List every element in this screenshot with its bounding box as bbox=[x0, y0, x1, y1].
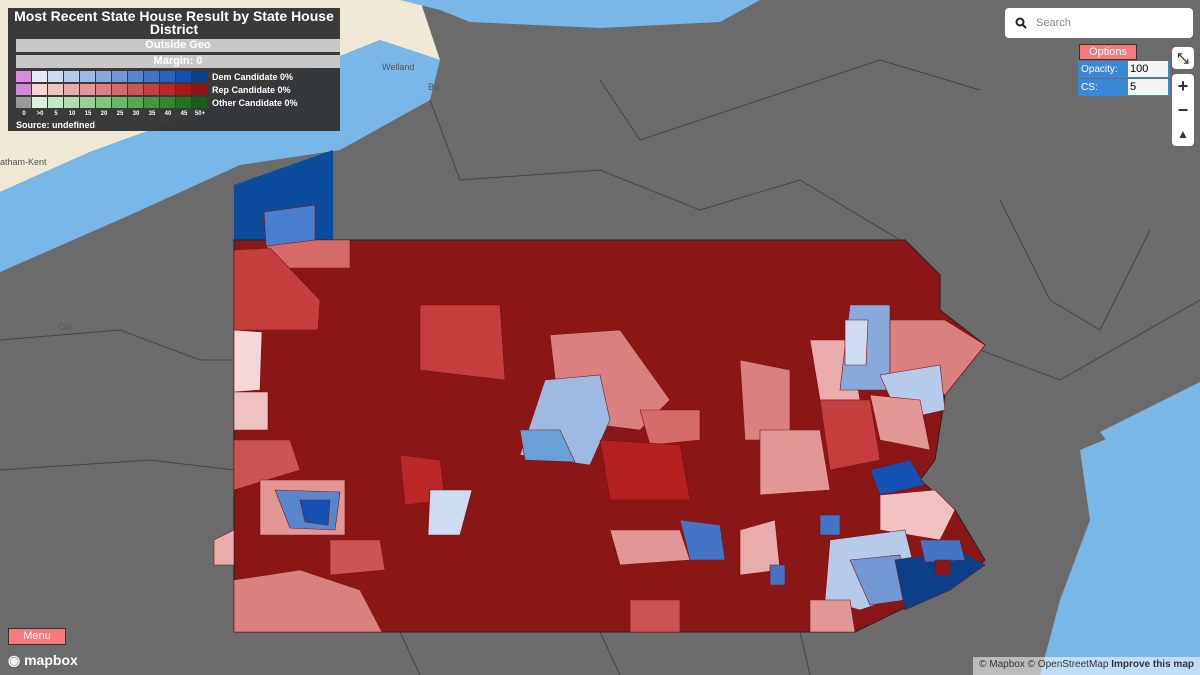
cs-label: CS: bbox=[1081, 82, 1098, 93]
scale-label: 45 bbox=[180, 111, 188, 117]
search-box[interactable]: Search bbox=[1005, 8, 1193, 38]
search-placeholder: Search bbox=[1036, 17, 1071, 29]
districts bbox=[213, 204, 986, 633]
legend-row-label: Rep Candidate 0% bbox=[212, 85, 291, 95]
legend-swatch bbox=[32, 84, 47, 95]
cs-row: CS: 5 bbox=[1078, 79, 1170, 96]
legend-swatch bbox=[64, 71, 79, 82]
scale-label: 10 bbox=[68, 111, 76, 117]
legend-swatch bbox=[80, 97, 95, 108]
legend-swatch bbox=[16, 84, 31, 95]
zoom-controls: + − ▲ bbox=[1172, 74, 1194, 146]
legend-swatch bbox=[176, 97, 191, 108]
legend-swatch bbox=[192, 97, 207, 108]
options-button[interactable]: Options bbox=[1079, 44, 1137, 60]
zoom-out[interactable]: − bbox=[1177, 100, 1189, 120]
legend-swatch bbox=[160, 97, 175, 108]
legend-swatch bbox=[112, 97, 127, 108]
ocean bbox=[1040, 400, 1200, 675]
legend-swatch bbox=[80, 84, 95, 95]
legend-swatch bbox=[176, 71, 191, 82]
map-label: Cla bbox=[58, 322, 72, 332]
legend-swatch bbox=[48, 84, 63, 95]
sound bbox=[1100, 382, 1200, 448]
mapbox-logo[interactable]: ◉ mapbox bbox=[8, 652, 78, 668]
scale-label: 40 bbox=[164, 111, 172, 117]
scale-label: 35 bbox=[148, 111, 156, 117]
legend-swatch bbox=[144, 97, 159, 108]
scale-label: 30 bbox=[132, 111, 140, 117]
outside-geo: Outside Geo bbox=[16, 39, 340, 52]
legend-swatch bbox=[16, 97, 31, 108]
legend-swatch bbox=[144, 84, 159, 95]
legend-swatch bbox=[192, 84, 207, 95]
attribution-mapbox[interactable]: © Mapbox bbox=[979, 659, 1025, 670]
zoom-in[interactable]: + bbox=[1177, 76, 1189, 96]
search-icon bbox=[1015, 17, 1027, 29]
scale-label: 0 bbox=[22, 111, 26, 117]
legend-swatch bbox=[16, 71, 31, 82]
attribution-osm[interactable]: © OpenStreetMap bbox=[1027, 659, 1109, 670]
map-label: Bu bbox=[428, 82, 439, 92]
legend-row-label: Other Candidate 0% bbox=[212, 98, 298, 108]
opacity-input[interactable]: 100 bbox=[1128, 61, 1168, 77]
scale-label: 50+ bbox=[194, 111, 206, 117]
legend-swatch bbox=[48, 71, 63, 82]
legend-swatch bbox=[96, 71, 111, 82]
legend-swatch bbox=[32, 71, 47, 82]
scale-label: 5 bbox=[54, 111, 58, 117]
mapbox-logo-text: mapbox bbox=[24, 652, 78, 668]
attribution: © Mapbox © OpenStreetMap Improve this ma… bbox=[973, 657, 1200, 675]
legend-swatch bbox=[48, 97, 63, 108]
county-borders bbox=[0, 59, 1200, 675]
map-label: atham-Kent bbox=[0, 157, 47, 167]
legend-title: Most Recent State House Result by State … bbox=[14, 8, 334, 37]
legend-swatch bbox=[128, 84, 143, 95]
scale-label: >0 bbox=[36, 111, 44, 117]
scale-label: 15 bbox=[84, 111, 92, 117]
legend-swatch bbox=[96, 84, 111, 95]
cs-input[interactable]: 5 bbox=[1128, 79, 1168, 95]
menu-button[interactable]: Menu bbox=[8, 628, 66, 645]
compass[interactable]: ▲ bbox=[1177, 127, 1189, 141]
legend-swatch bbox=[64, 84, 79, 95]
source: Source: undefined bbox=[16, 120, 96, 130]
legend-swatch bbox=[96, 97, 111, 108]
fullscreen-button[interactable]: ⤡ bbox=[1172, 47, 1194, 69]
margin: Margin: 0 bbox=[16, 55, 340, 68]
legend-swatch bbox=[32, 97, 47, 108]
legend-swatch bbox=[80, 71, 95, 82]
opacity-label: Opacity: bbox=[1081, 64, 1118, 75]
legend-panel: Most Recent State House Result by State … bbox=[8, 8, 340, 131]
attribution-improve[interactable]: Improve this map bbox=[1111, 659, 1194, 670]
legend-swatch bbox=[192, 71, 207, 82]
map-label: Welland bbox=[382, 62, 414, 72]
legend-swatch bbox=[160, 84, 175, 95]
scale-label: 25 bbox=[116, 111, 124, 117]
legend-swatch bbox=[128, 71, 143, 82]
legend-swatch bbox=[144, 71, 159, 82]
legend-swatch bbox=[112, 71, 127, 82]
lake-ontario bbox=[400, 0, 760, 28]
scale-label: 20 bbox=[100, 111, 108, 117]
legend-swatch bbox=[64, 97, 79, 108]
legend-swatch bbox=[128, 97, 143, 108]
legend-row-label: Dem Candidate 0% bbox=[212, 72, 294, 82]
legend-swatch bbox=[160, 71, 175, 82]
opacity-row: Opacity: 100 bbox=[1078, 61, 1170, 78]
legend-swatch bbox=[176, 84, 191, 95]
legend-swatch bbox=[112, 84, 127, 95]
